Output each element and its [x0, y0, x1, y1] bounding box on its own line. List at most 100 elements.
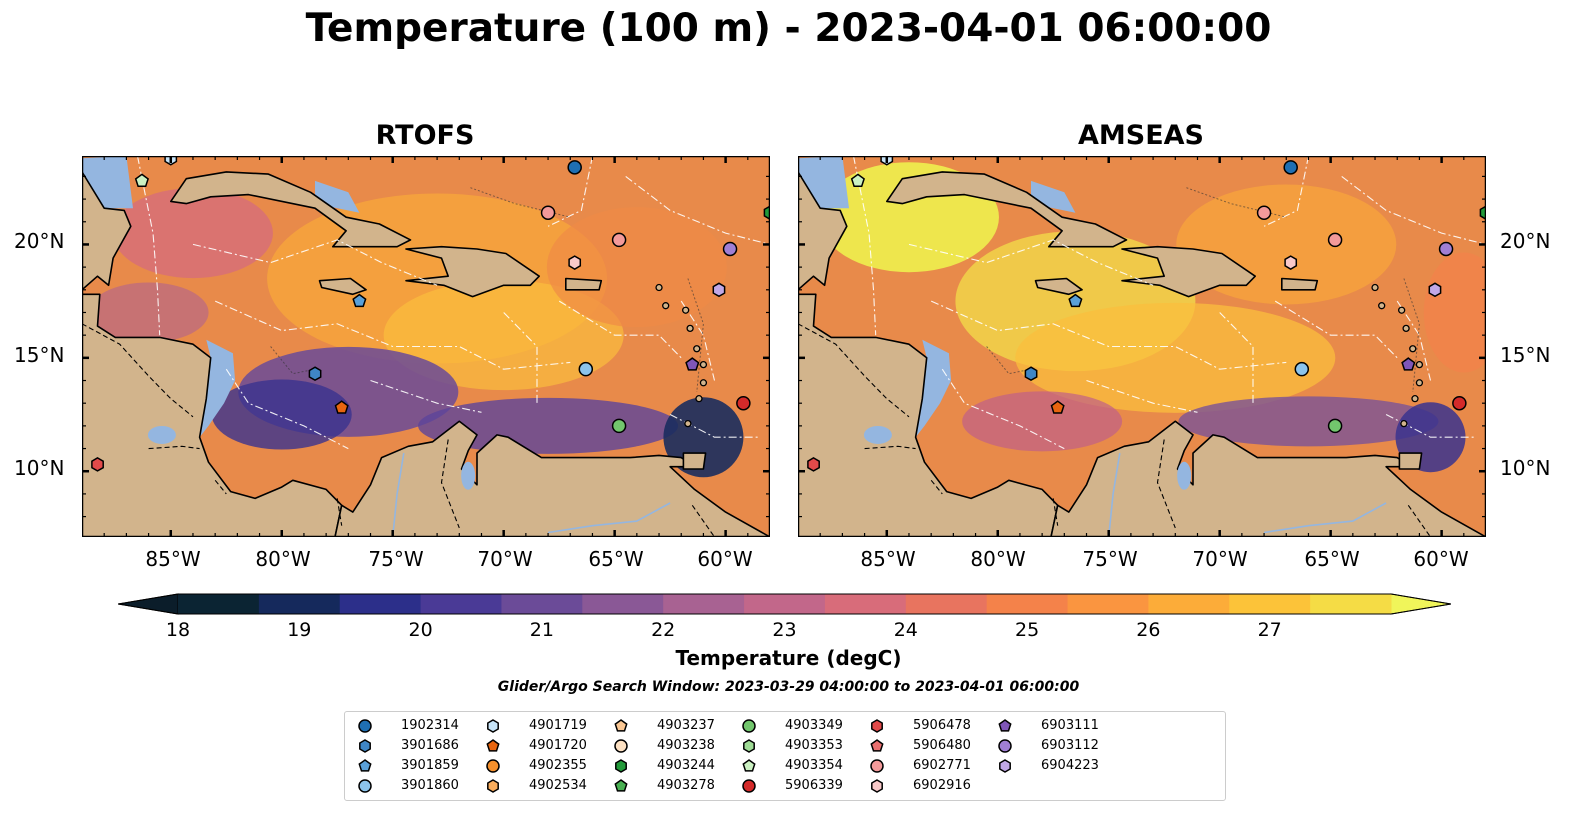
colorbar-bin-9: [905, 594, 988, 614]
colorbar-extend-high: [1390, 593, 1451, 615]
colorbar-bin-8: [824, 594, 907, 614]
rtofs-float-marker-6902771: [611, 232, 627, 248]
legend-marker-4903244: [615, 759, 627, 773]
legend-label: 6903112: [1041, 738, 1099, 753]
rtofs-float-marker-1902314: [567, 160, 582, 175]
colorbar-bin-6: [663, 594, 745, 614]
legend-marker-4902534: [487, 779, 499, 793]
amseas-float-markers: [807, 156, 1486, 472]
legend-marker-pentagon-icon: [998, 719, 1012, 732]
legend-marker-circle-icon: [358, 719, 372, 733]
legend-label: 4903354: [785, 758, 843, 773]
lon-label-60w-amseas: 60°W: [1413, 547, 1469, 571]
legend-marker-pentagon-icon: [358, 759, 372, 772]
legend-marker-6902916: [871, 779, 883, 793]
colorbar-bin-7: [744, 594, 826, 614]
amseas-float-marker-4903354: [850, 173, 865, 187]
legend-marker-hexagon-icon: [871, 719, 883, 733]
legend-marker-circle-icon: [742, 779, 756, 793]
colorbar-bin-13: [1229, 594, 1311, 614]
legend-marker-circle-icon: [358, 779, 372, 793]
lat-label-15n-left: 15°N: [14, 343, 65, 367]
amseas-float-marker-6902916: [1284, 255, 1298, 270]
legend-label: 4901719: [529, 718, 587, 733]
rtofs-float-marker-5906478: [91, 457, 104, 472]
lon-label-75w-amseas: 75°W: [1082, 547, 1138, 571]
legend-label: 5906478: [913, 718, 971, 733]
legend-marker-6903112: [998, 739, 1012, 753]
colorbar-extend-low: [118, 593, 179, 615]
legend-marker-circle-icon: [614, 739, 628, 753]
legend-marker-4903237: [614, 719, 628, 732]
rtofs-map-frame: [82, 156, 770, 537]
legend-label: 3901686: [401, 738, 459, 753]
float-legend: 1902314 3901686 3901859 3901860 4901719 49017…: [344, 711, 1226, 801]
amseas-float-marker-4903349: [1327, 418, 1343, 434]
legend-label: 5906480: [913, 738, 971, 753]
legend-marker-circle-icon: [486, 759, 500, 773]
colorbar-tick-18: 18: [165, 619, 191, 641]
amseas-float-marker-6902771: [1256, 205, 1272, 220]
amseas-map-panel: [798, 156, 1486, 537]
amseas-float-marker-6903111: [1401, 357, 1416, 371]
colorbar-bin-5: [582, 594, 664, 614]
amseas-eez-boundaries: [852, 156, 1486, 450]
legend-marker-pentagon-icon: [614, 779, 628, 792]
amseas-float-marker-5906478: [807, 457, 820, 472]
legend-label: 4902534: [529, 778, 587, 793]
lon-label-75w-rtofs: 75°W: [368, 547, 424, 571]
rtofs-float-marker-6904223: [712, 282, 726, 298]
colorbar-tick-21: 21: [529, 619, 554, 641]
rtofs-float-marker-6903112: [722, 241, 738, 257]
figure-title: Temperature (100 m) - 2023-04-01 06:00:0…: [305, 6, 1272, 51]
legend-marker-pentagon-icon: [742, 759, 756, 772]
legend-label: 6902771: [913, 758, 971, 773]
legend-marker-3901686: [359, 739, 371, 753]
amseas-float-marker-3901859: [1068, 293, 1083, 308]
rtofs-float-marker-6902916: [568, 255, 582, 270]
rtofs-float-marker-5906339: [736, 395, 751, 411]
amseas-float-marker-1902314: [1283, 160, 1298, 175]
colorbar-bin-12: [1148, 594, 1230, 614]
amseas-map-frame: [798, 156, 1486, 537]
lat-label-15n-right: 15°N: [1500, 343, 1551, 367]
legend-marker-6904223: [999, 759, 1011, 773]
legend-label: 4903237: [657, 718, 715, 733]
legend-marker-pentagon-icon: [614, 719, 628, 732]
lon-label-85w-rtofs: 85°W: [145, 547, 201, 571]
colorbar-bin-2: [339, 594, 422, 614]
legend-marker-circle-icon: [742, 719, 756, 733]
rtofs-float-markers: [91, 156, 770, 472]
legend-marker-hexagon-icon: [487, 719, 499, 733]
rtofs-float-marker-6902771: [540, 205, 556, 220]
lat-label-20n-left: 20°N: [14, 229, 65, 253]
colorbar-bin-0: [178, 594, 260, 614]
lon-label-65w-rtofs: 65°W: [588, 547, 644, 571]
colorbar-bin-3: [420, 594, 502, 614]
lat-label-20n-right: 20°N: [1500, 229, 1551, 253]
colorbar-tick-22: 22: [651, 619, 676, 641]
legend-marker-3901859: [358, 759, 372, 772]
rtofs-float-marker-3901860: [578, 361, 594, 377]
lon-label-85w-amseas: 85°W: [860, 547, 916, 571]
rtofs-float-marker-6903111: [685, 357, 700, 371]
legend-marker-5906480: [870, 739, 884, 752]
legend-marker-pentagon-icon: [486, 739, 500, 752]
lon-label-65w-amseas: 65°W: [1304, 547, 1360, 571]
colorbar-tick-24: 24: [893, 619, 918, 641]
rtofs-float-marker-4903354: [134, 173, 149, 187]
colorbar-tick-25: 25: [1015, 619, 1040, 641]
rtofs-map-panel: [82, 156, 770, 537]
legend-marker-4902355: [486, 759, 500, 773]
amseas-float-marker-5906339: [1452, 395, 1467, 411]
legend-marker-1902314: [358, 719, 372, 733]
legend-marker-4903349: [742, 719, 756, 733]
legend-label: 4903353: [785, 738, 843, 753]
amseas-float-marker-6904223: [1428, 282, 1442, 298]
legend-label: 6903111: [1041, 718, 1099, 733]
legend-label: 4903349: [785, 718, 843, 733]
legend-marker-hexagon-icon: [359, 739, 371, 753]
legend-marker-hexagon-icon: [871, 779, 883, 793]
legend-marker-4903354: [742, 759, 756, 772]
colorbar-label: Temperature (degC): [675, 646, 902, 670]
